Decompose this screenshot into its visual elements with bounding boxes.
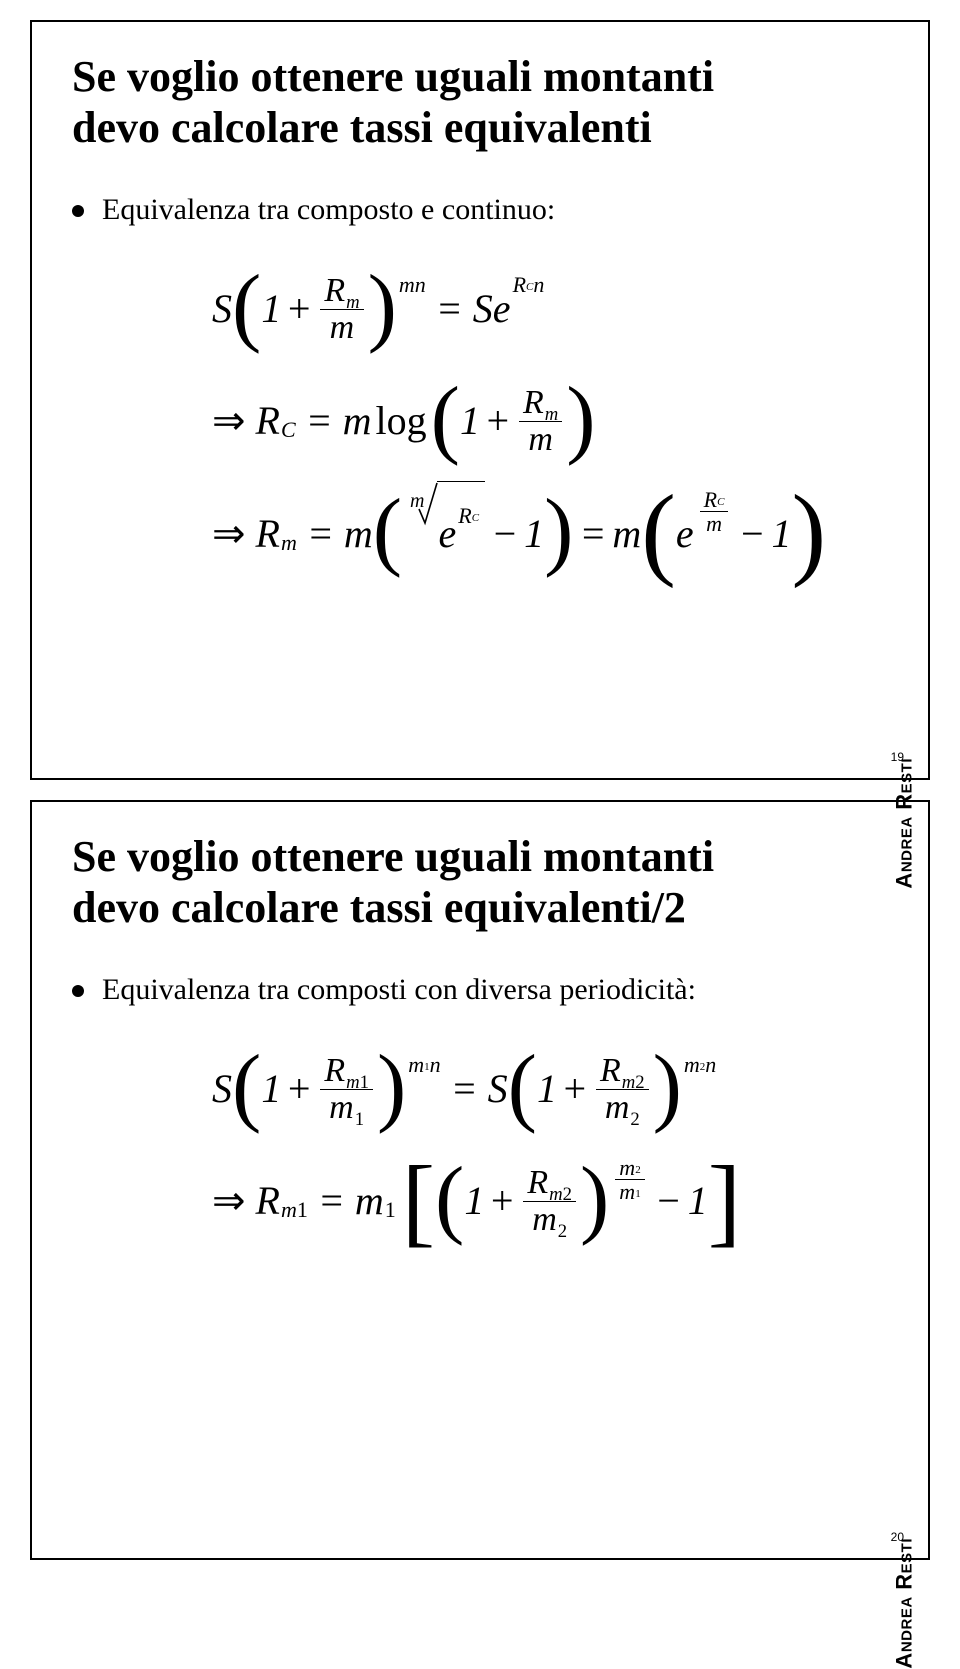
author-label: Andrea Resti bbox=[892, 1538, 918, 1669]
title-line-2: devo calcolare tassi equivalenti bbox=[72, 103, 652, 152]
title-line-1: Se voglio ottenere uguali montanti bbox=[72, 832, 714, 881]
equation-2: ⇒ Rm1 = m1 [ ( 1 + Rm2 m2 ) m2 bbox=[212, 1149, 888, 1253]
slide-title: Se voglio ottenere uguali montanti devo … bbox=[72, 52, 888, 153]
bullet-item: Equivalenza tra composti con diversa per… bbox=[72, 973, 888, 1007]
bullet-text: Equivalenza tra composto e continuo: bbox=[102, 193, 555, 227]
equation-1: S ( 1 + Rm m ) mn = Se RCn bbox=[212, 257, 888, 361]
page-number: 20 bbox=[891, 1530, 904, 1544]
bullet-icon bbox=[72, 985, 84, 997]
equation-block: S ( 1 + Rm m ) mn = Se RCn ⇒ RC = m log bbox=[212, 257, 888, 586]
slide-2: Se voglio ottenere uguali montanti devo … bbox=[30, 800, 930, 1560]
equation-block: S ( 1 + Rm1 m1 ) m1n = S ( 1 + Rm2 m2 bbox=[212, 1037, 888, 1253]
equation-3: ⇒ Rm = m ( m eRC − 1 ) = m bbox=[212, 481, 888, 586]
title-line-2: devo calcolare tassi equivalenti/2 bbox=[72, 883, 686, 932]
slide-title: Se voglio ottenere uguali montanti devo … bbox=[72, 832, 888, 933]
bullet-icon bbox=[72, 205, 84, 217]
title-line-1: Se voglio ottenere uguali montanti bbox=[72, 52, 714, 101]
equation-1: S ( 1 + Rm1 m1 ) m1n = S ( 1 + Rm2 m2 bbox=[212, 1037, 888, 1141]
slide-1: Se voglio ottenere uguali montanti devo … bbox=[30, 20, 930, 780]
bullet-item: Equivalenza tra composto e continuo: bbox=[72, 193, 888, 227]
equation-2: ⇒ RC = m log ( 1 + Rm m ) bbox=[212, 369, 888, 473]
page-number: 19 bbox=[891, 750, 904, 764]
bullet-text: Equivalenza tra composti con diversa per… bbox=[102, 973, 696, 1007]
